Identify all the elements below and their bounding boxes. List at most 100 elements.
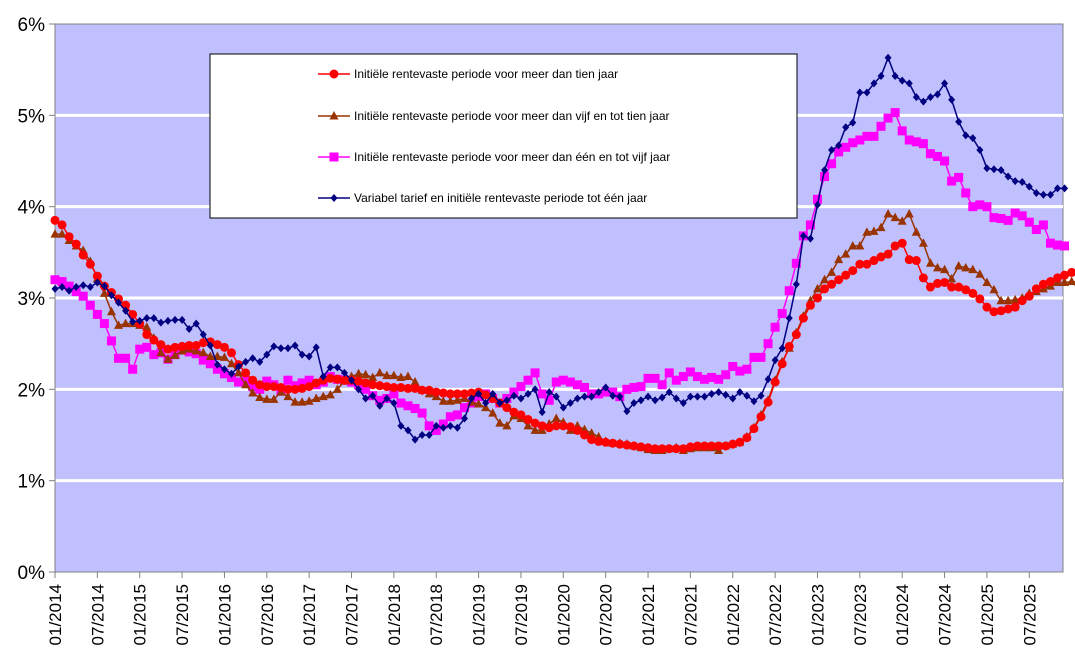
data-point-square bbox=[375, 395, 385, 405]
data-point-diamond bbox=[330, 194, 338, 202]
data-point-diamond bbox=[602, 383, 610, 392]
data-point-triangle bbox=[883, 208, 893, 218]
data-point-square bbox=[558, 375, 568, 385]
data-point-square bbox=[445, 412, 455, 422]
data-point-circle bbox=[85, 259, 95, 269]
data-point-diamond bbox=[637, 396, 645, 405]
data-point-square bbox=[954, 172, 964, 182]
data-point-diamond bbox=[693, 392, 701, 401]
data-point-triangle bbox=[1060, 277, 1070, 286]
data-point-circle bbox=[509, 407, 519, 417]
data-point-square bbox=[904, 135, 914, 145]
data-point-square bbox=[92, 309, 102, 319]
data-point-diamond bbox=[990, 165, 998, 174]
data-point-triangle bbox=[834, 254, 844, 264]
data-point-square bbox=[431, 425, 441, 435]
data-point-diamond bbox=[757, 391, 765, 400]
data-point-triangle bbox=[488, 408, 498, 417]
data-point-circle bbox=[1010, 302, 1020, 312]
data-point-circle bbox=[1031, 284, 1041, 294]
data-point-square bbox=[248, 382, 258, 392]
data-point-square bbox=[99, 319, 109, 329]
data-point-triangle bbox=[57, 229, 67, 238]
data-point-diamond bbox=[686, 392, 694, 401]
data-point-triangle bbox=[989, 284, 999, 294]
data-point-circle bbox=[798, 313, 808, 323]
data-point-diamond bbox=[213, 360, 221, 369]
data-point-square bbox=[205, 359, 215, 369]
data-point-diamond bbox=[595, 388, 603, 397]
data-point-circle bbox=[692, 441, 702, 451]
data-point-circle bbox=[184, 340, 194, 350]
data-point-circle bbox=[629, 441, 639, 451]
data-point-triangle bbox=[311, 393, 321, 402]
data-point-circle bbox=[947, 282, 957, 292]
data-point-circle bbox=[537, 421, 547, 431]
data-point-square bbox=[947, 176, 957, 186]
data-point-square bbox=[459, 403, 469, 413]
data-point-diamond bbox=[722, 390, 730, 399]
data-point-circle bbox=[170, 342, 180, 352]
data-point-triangle bbox=[968, 264, 978, 274]
data-point-diamond bbox=[263, 350, 271, 359]
data-point-circle bbox=[968, 288, 978, 298]
data-point-triangle bbox=[996, 295, 1006, 305]
data-point-square bbox=[869, 131, 879, 141]
data-point-triangle bbox=[114, 320, 124, 329]
data-point-circle bbox=[841, 270, 851, 280]
legend-item-2: Initiële rentevaste periode voor meer da… bbox=[318, 109, 670, 123]
data-point-triangle bbox=[163, 354, 173, 363]
data-point-square bbox=[855, 135, 865, 145]
data-point-diamond bbox=[948, 95, 956, 104]
data-point-diamond bbox=[291, 341, 299, 350]
data-point-diamond bbox=[630, 399, 638, 408]
data-point-triangle bbox=[99, 288, 109, 297]
data-point-square bbox=[523, 375, 533, 385]
data-point-square bbox=[424, 421, 434, 431]
data-point-diamond bbox=[919, 97, 927, 106]
data-point-triangle bbox=[982, 277, 992, 286]
data-point-circle bbox=[608, 438, 618, 448]
data-point-diamond bbox=[849, 118, 857, 127]
data-point-diamond bbox=[129, 317, 137, 326]
data-point-circle bbox=[544, 423, 554, 433]
data-point-circle bbox=[255, 380, 265, 390]
data-point-circle bbox=[502, 403, 512, 413]
data-point-square bbox=[128, 364, 138, 374]
data-point-triangle bbox=[551, 413, 561, 423]
data-point-diamond bbox=[941, 79, 949, 88]
data-point-circle bbox=[304, 382, 314, 392]
data-point-circle bbox=[283, 384, 293, 394]
data-point-circle bbox=[177, 341, 187, 351]
data-point-square bbox=[1003, 215, 1013, 225]
data-point-circle bbox=[410, 383, 420, 393]
data-point-circle bbox=[551, 421, 561, 431]
data-point-square bbox=[961, 188, 971, 198]
data-point-triangle bbox=[205, 351, 215, 360]
data-point-triangle bbox=[530, 425, 540, 434]
series-4 bbox=[51, 53, 1069, 444]
data-point-square bbox=[572, 380, 582, 390]
data-point-circle bbox=[311, 378, 321, 388]
data-point-triangle bbox=[812, 283, 822, 293]
data-point-square bbox=[1017, 211, 1027, 221]
data-point-diamond bbox=[489, 389, 497, 398]
data-point-square bbox=[219, 369, 229, 379]
data-point-circle bbox=[827, 279, 837, 289]
data-point-square bbox=[1031, 225, 1041, 234]
data-point-square bbox=[671, 375, 681, 385]
data-point-circle bbox=[329, 69, 339, 79]
data-point-square bbox=[777, 309, 787, 319]
data-point-square bbox=[1045, 238, 1055, 248]
data-point-diamond bbox=[510, 391, 518, 400]
data-point-triangle bbox=[219, 352, 229, 361]
data-point-circle bbox=[890, 241, 900, 251]
data-point-circle bbox=[876, 252, 886, 262]
data-point-diamond bbox=[531, 385, 539, 394]
data-point-triangle bbox=[255, 392, 265, 402]
data-point-diamond bbox=[679, 399, 687, 408]
data-point-diamond bbox=[926, 93, 934, 102]
legend-label: Initiële rentevaste periode voor meer da… bbox=[354, 67, 618, 81]
data-point-diamond bbox=[983, 164, 991, 173]
data-point-diamond bbox=[305, 352, 313, 361]
